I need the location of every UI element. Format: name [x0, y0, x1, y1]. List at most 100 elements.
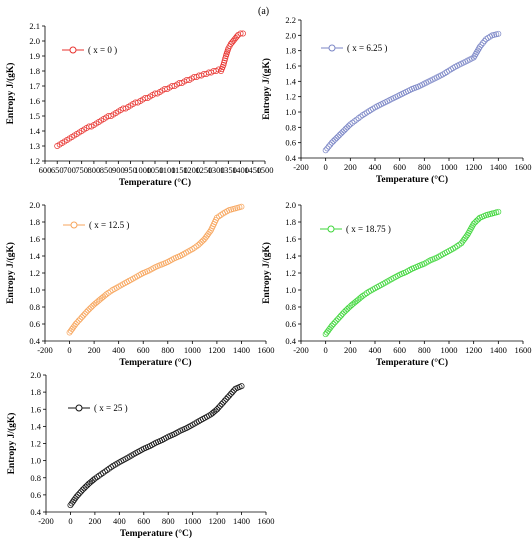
x-tick-label: 700 [63, 165, 76, 175]
y-tick-label: 0.4 [29, 336, 40, 346]
y-tick-label: 2.2 [285, 15, 296, 25]
data-point [221, 57, 228, 64]
legend-marker [328, 44, 336, 52]
data-point [479, 40, 486, 46]
x-tick-label: 1000 [441, 345, 458, 355]
x-tick-label: 900 [112, 165, 125, 175]
x-axis-title: Temperature (°C) [119, 177, 191, 188]
x-tick-label: 600 [393, 345, 406, 355]
x-tick-label: 800 [88, 165, 101, 175]
data-point [327, 141, 334, 148]
series-x-18-75 [322, 208, 502, 338]
data-point [345, 122, 352, 129]
x-axis-title: Temperature (°C) [119, 357, 191, 368]
data-point [73, 493, 80, 500]
data-point [233, 33, 240, 40]
data-point [220, 62, 227, 68]
data-point [341, 127, 348, 134]
legend-label: ( x = 0 ) [88, 45, 117, 55]
legend-marker [70, 221, 78, 229]
y-tick-label: 2.0 [29, 200, 40, 210]
data-point [331, 319, 338, 326]
x-tick-label: 1200 [183, 165, 200, 175]
x-tick-label: 1200 [208, 345, 225, 355]
chart-panel-5: -200 0 200 400 600 800 1000 1200 1400 1600 0.4 0.6 0… [6, 370, 275, 539]
data-point [238, 203, 245, 210]
chart-panel-3: -200 0 200 400 600 800 1000 1200 1400 1600 0.4 0.6 0… [5, 200, 275, 368]
x-tick-label: 0 [68, 516, 72, 526]
y-axis-title: Entropy J/(gK) [261, 58, 272, 120]
data-point [341, 309, 348, 316]
y-tick-label: 0.6 [30, 490, 41, 500]
y-tick-label: 1.4 [30, 421, 41, 431]
data-point [478, 41, 485, 48]
data-point [75, 317, 82, 324]
data-point [342, 125, 349, 132]
data-point [72, 321, 79, 327]
x-tick-label: 800 [161, 345, 174, 355]
x-tick-label: 850 [100, 165, 113, 175]
x-tick-label: 1100 [159, 165, 176, 175]
data-point [81, 310, 88, 317]
x-tick-label: 650 [51, 165, 64, 175]
x-tick-label: 1400 [233, 516, 250, 526]
data-point [357, 113, 364, 120]
x-tick-label: 400 [369, 345, 382, 355]
data-point [333, 317, 340, 324]
y-tick-label: 2.1 [29, 21, 40, 31]
legend: ( x = 18.75 ) [320, 224, 391, 234]
data-point [330, 321, 337, 327]
y-tick-label: 1.4 [29, 251, 40, 261]
data-point [324, 145, 331, 152]
x-tick-label: 750 [75, 165, 88, 175]
data-point [333, 135, 340, 142]
x-tick-label: 1150 [171, 165, 188, 175]
legend: ( x = 6.25 ) [321, 43, 387, 53]
data-point [342, 307, 349, 314]
data-point [353, 116, 360, 123]
x-tick-label: 800 [162, 516, 175, 526]
panel-label: (a) [258, 6, 270, 17]
data-point [339, 310, 346, 317]
data-point [220, 399, 227, 406]
y-tick-label: 1.8 [29, 217, 40, 227]
x-tick-label: 200 [88, 345, 101, 355]
series-x-12-5 [66, 203, 245, 336]
y-tick-label: 1.2 [30, 439, 41, 449]
data-point [331, 136, 338, 143]
y-tick-label: 0.8 [30, 473, 41, 483]
x-tick-label: 950 [124, 165, 137, 175]
y-tick-label: 0.4 [30, 507, 41, 517]
y-tick-label: 1.9 [29, 51, 40, 61]
data-point [474, 47, 481, 54]
data-point [223, 396, 230, 402]
data-point [495, 208, 502, 215]
data-point [328, 139, 335, 146]
y-tick-label: 0.8 [29, 302, 40, 312]
data-point [214, 406, 221, 413]
data-point [470, 54, 477, 61]
y-tick-label: 1.3 [29, 141, 40, 151]
data-point [325, 143, 332, 150]
y-tick-label: 0.8 [285, 302, 296, 312]
x-tick-label: 1600 [258, 345, 275, 355]
data-point [481, 38, 488, 45]
x-tick-label: 400 [369, 162, 382, 172]
y-tick-label: 1.6 [285, 61, 296, 71]
data-point [229, 389, 236, 396]
data-point [473, 217, 480, 224]
y-tick-label: 0.8 [285, 122, 296, 132]
x-tick-label: 1600 [515, 162, 532, 172]
x-axis-title: Temperature (°C) [376, 174, 448, 185]
legend-label: ( x = 25 ) [94, 403, 128, 413]
data-point [336, 314, 343, 321]
y-tick-label: 1.8 [29, 66, 40, 76]
data-point [81, 485, 88, 492]
x-tick-label: -200 [38, 516, 54, 526]
x-tick-label: 1350 [220, 165, 237, 175]
data-point [347, 121, 354, 128]
data-point [215, 404, 222, 411]
data-point [77, 315, 84, 322]
